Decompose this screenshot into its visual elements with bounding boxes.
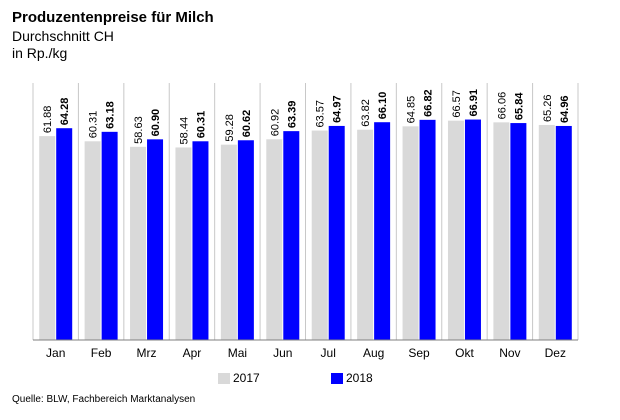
- legend-label-2018: 2018: [346, 371, 373, 385]
- data-label-2017-apr: 58.44: [178, 117, 190, 145]
- legend-label-2017: 2017: [233, 371, 260, 385]
- data-label-2017-okt: 66.57: [451, 90, 463, 118]
- bar-2017-sep: [402, 126, 419, 340]
- data-label-2017-nov: 66.06: [496, 92, 508, 120]
- bar-2018-dez: [555, 125, 572, 341]
- bar-2018-aug: [374, 122, 391, 340]
- data-label-2017-mrz: 58.63: [133, 116, 145, 144]
- source-note: Quelle: BLW, Fachbereich Marktanalysen: [12, 394, 196, 405]
- data-label-2018-aug: 66.10: [377, 92, 389, 120]
- chart-subtitle-line1: Durchschnitt CH: [12, 28, 114, 44]
- x-tick-label-dez: Dez: [545, 346, 566, 360]
- bar-2017-mrz: [130, 146, 147, 340]
- bar-2018-okt: [464, 119, 481, 340]
- legend-item-2017: 2017: [218, 371, 260, 385]
- x-tick-label-mai: Mai: [228, 346, 247, 360]
- bar-2017-feb: [84, 141, 101, 340]
- data-label-2017-feb: 60.31: [88, 111, 100, 139]
- data-label-2018-sep: 66.82: [423, 89, 435, 117]
- x-tick-label-sep: Sep: [408, 346, 430, 360]
- bar-2018-jun: [283, 131, 300, 340]
- data-label-2017-dez: 65.26: [542, 94, 554, 122]
- bar-2018-nov: [510, 123, 527, 340]
- bar-2017-dez: [538, 124, 555, 340]
- bars-layer: [39, 119, 572, 341]
- bar-2018-jan: [56, 128, 73, 340]
- bar-2018-feb: [101, 131, 118, 340]
- data-label-2017-jun: 60.92: [269, 109, 281, 137]
- bar-2018-apr: [192, 141, 209, 340]
- data-label-2018-okt: 66.91: [468, 89, 480, 117]
- chart-legend: 2017 2018: [0, 368, 620, 388]
- chart-subtitle-line2: in Rp./kg: [12, 45, 68, 61]
- data-label-2018-jul: 64.97: [332, 95, 344, 123]
- bar-2018-jul: [328, 125, 345, 340]
- x-tick-label-nov: Nov: [499, 346, 520, 360]
- data-labels-layer: 61.88 64.28 60.31 63.18 58.63 60.90 58.44 60.31…: [42, 89, 571, 144]
- data-label-2017-mai: 59.28: [224, 114, 236, 142]
- x-tick-label-aug: Aug: [363, 346, 384, 360]
- legend-swatch-2018: [331, 372, 343, 384]
- data-label-2018-feb: 63.18: [105, 101, 117, 129]
- bar-2017-apr: [175, 147, 192, 340]
- bar-2017-nov: [493, 122, 510, 341]
- data-label-2017-jul: 63.57: [315, 100, 327, 128]
- bar-2017-mai: [220, 144, 237, 340]
- legend-swatch-2017: [218, 372, 230, 384]
- legend-item-2018: 2018: [331, 371, 373, 385]
- x-tick-label-jan: Jan: [46, 346, 65, 360]
- data-label-2017-jan: 61.88: [42, 106, 54, 134]
- data-label-2018-mrz: 60.90: [150, 109, 162, 137]
- x-tick-label-mrz: Mrz: [137, 346, 157, 360]
- bar-2017-okt: [447, 120, 464, 340]
- x-tick-label-jun: Jun: [273, 346, 292, 360]
- bar-2018-mai: [237, 140, 254, 340]
- data-label-2018-nov: 65.84: [513, 92, 525, 120]
- bar-2017-aug: [357, 129, 374, 340]
- data-label-2018-jun: 63.39: [286, 101, 298, 129]
- bar-2017-jun: [266, 139, 283, 340]
- x-tick-label-okt: Okt: [455, 346, 474, 360]
- data-label-2018-jan: 64.28: [59, 98, 71, 126]
- data-label-2018-apr: 60.31: [195, 111, 207, 139]
- grid-layer: [32, 83, 579, 340]
- chart-title: Produzentenpreise für Milch: [12, 9, 214, 26]
- x-tick-label-apr: Apr: [183, 346, 202, 360]
- x-axis: Jan Feb Mrz Apr Mai Jun Jul Aug Sep Okt Nov Dez: [33, 339, 578, 360]
- data-label-2018-mai: 60.62: [241, 110, 253, 138]
- x-tick-label-jul: Jul: [321, 346, 336, 360]
- bar-2018-mrz: [147, 139, 164, 340]
- bar-2017-jul: [311, 130, 328, 340]
- bar-2017-jan: [39, 136, 56, 340]
- x-tick-label-feb: Feb: [91, 346, 112, 360]
- data-label-2018-dez: 64.96: [559, 95, 571, 123]
- bar-2018-sep: [419, 119, 436, 340]
- data-label-2017-aug: 63.82: [360, 99, 372, 127]
- data-label-2017-sep: 64.85: [406, 96, 418, 124]
